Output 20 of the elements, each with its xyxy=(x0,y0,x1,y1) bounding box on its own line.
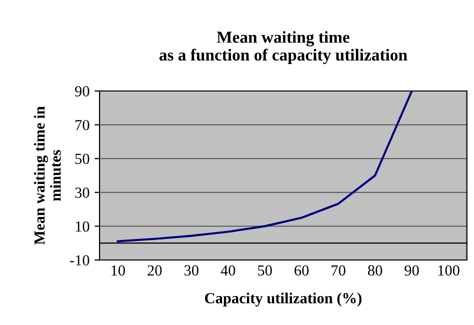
line-series xyxy=(116,91,413,242)
x-tick-label: 40 xyxy=(220,265,236,276)
y-tick-label: 30 xyxy=(75,188,90,198)
x-tick-label: 70 xyxy=(332,265,346,276)
y-tick-label: -10 xyxy=(70,255,90,266)
x-tick-label: 90 xyxy=(404,265,419,276)
y-tick-label: 10 xyxy=(76,221,90,232)
x-tick-label: 100 xyxy=(438,265,460,276)
chart-title: Mean waiting time as a function of capacity utilization xyxy=(159,31,408,64)
x-tick-label: 10 xyxy=(112,265,125,276)
x-tick-label: 60 xyxy=(294,265,309,276)
y-tick-label: 50 xyxy=(75,154,90,164)
y-axis-title: Mean waiting time in minutes xyxy=(34,106,61,245)
x-axis-title: Capacity utilization (%) xyxy=(205,292,362,307)
x-tick-label: 50 xyxy=(258,265,272,276)
y-tick-label: 90 xyxy=(75,86,90,96)
x-tick-label: 20 xyxy=(148,265,162,276)
y-tick-label: 70 xyxy=(76,120,90,130)
x-tick-label: 80 xyxy=(368,265,382,276)
x-tick-label: 30 xyxy=(184,265,198,276)
